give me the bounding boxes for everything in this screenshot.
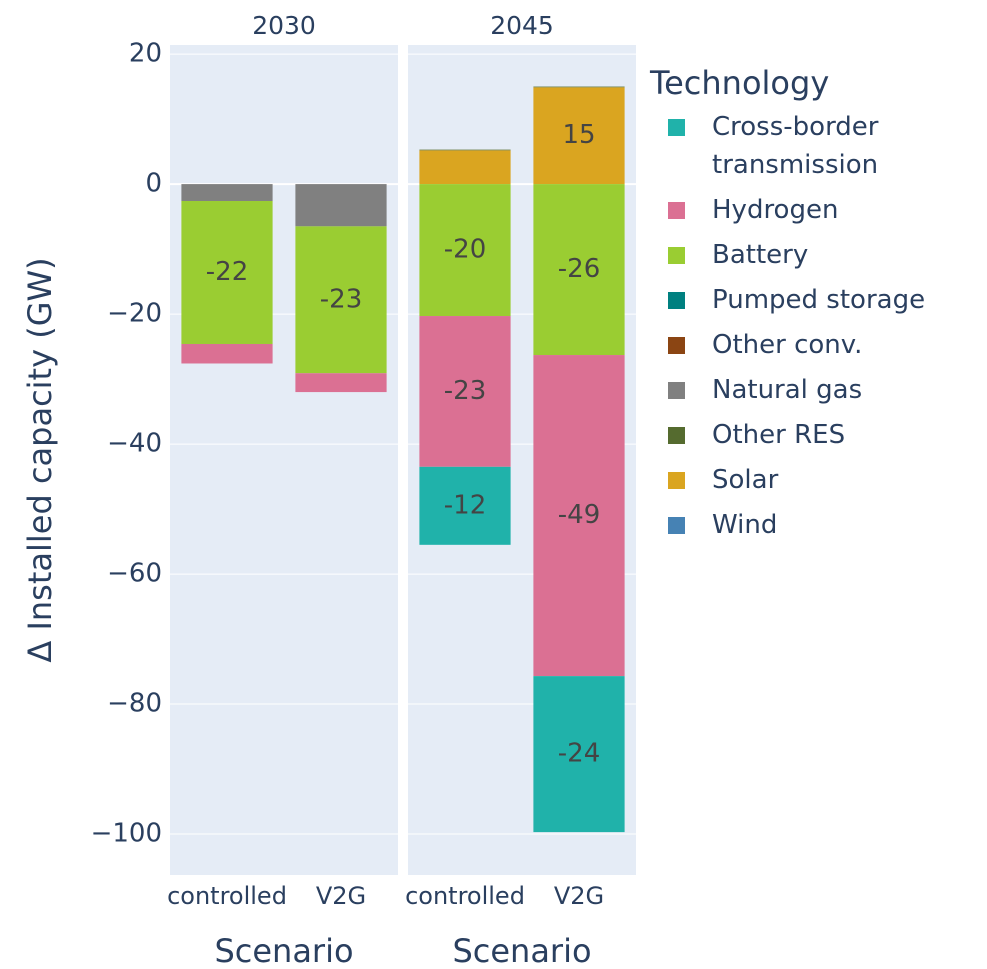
legend-item[interactable]: Wind [650,506,977,551]
bar-segment [295,373,387,393]
legend-label: Hydrogen [712,195,839,225]
x-axis-title: Scenario [452,932,591,969]
legend-label: Battery [712,240,809,270]
legend-item[interactable]: Other conv. [650,326,977,371]
facet-title: 2030 [252,11,316,40]
legend-label: Pumped storage [712,285,926,315]
legend-item[interactable]: Pumped storage [650,281,977,326]
legend-label: Natural gas [712,375,863,405]
legend-label: Cross-border transmission [712,112,879,180]
x-tick-label: controlled [405,882,525,910]
facet-title: 2045 [490,11,554,40]
bar-segment [181,184,273,201]
legend-swatch [668,472,685,489]
legend-swatch [668,247,685,264]
bar-segment [419,466,511,545]
bar-segment [419,149,511,151]
legend-swatch [668,517,685,534]
bar-segment [295,226,387,374]
y-axis-title: Δ Installed capacity (GW) [21,257,59,662]
legend-label: Other RES [712,420,846,450]
data-label: -23 [444,376,486,406]
legend-swatch [668,337,685,354]
x-axis-title: Scenario [214,932,353,969]
bar-segment [181,200,273,344]
data-label: -49 [558,500,600,530]
plot-background [170,45,398,875]
data-label: -26 [558,254,600,284]
bar-segment [295,184,387,227]
legend-swatch [668,119,685,136]
legend-label: Wind [712,510,778,540]
legend-swatch [668,202,685,219]
data-label: -23 [320,284,362,314]
legend-item[interactable]: Hydrogen [650,191,977,236]
data-label: -12 [444,490,486,520]
legend-swatch [668,292,685,309]
y-tick-label: 0 [145,169,162,199]
legend-swatch [668,382,685,399]
data-label: 15 [562,120,595,150]
legend-item[interactable]: Battery [650,236,977,281]
bar-segment [419,316,511,467]
bar-segment [419,184,511,317]
y-tick-label: 20 [129,39,162,69]
legend-label: Solar [712,465,779,495]
legend-item[interactable]: Solar [650,461,977,506]
y-tick-label: −20 [107,299,162,329]
legend-item[interactable]: Other RES [650,416,977,461]
data-label: -22 [206,257,248,287]
legend-swatch [668,427,685,444]
x-tick-label: V2G [554,882,604,910]
bar-segment [533,355,625,677]
bar-segment [533,87,625,185]
bar-segment [533,676,625,833]
legend-item[interactable]: Cross-border transmission [650,108,977,191]
legend-label: Other conv. [712,330,863,360]
legend-title: Technology [650,64,830,102]
data-label: -20 [444,235,486,265]
legend-item[interactable]: Natural gas [650,371,977,416]
x-tick-label: V2G [316,882,366,910]
y-tick-label: −80 [107,689,162,719]
y-tick-label: −40 [107,429,162,459]
y-tick-label: −100 [91,819,162,849]
legend: Technology Cross-border transmission Hydr… [650,60,977,551]
bar-segment [533,86,625,88]
x-tick-label: controlled [167,882,287,910]
bar-segment [181,343,273,364]
data-label: -24 [558,739,600,769]
bar-segment [533,184,625,356]
bar-segment [419,150,511,185]
y-tick-label: −60 [107,559,162,589]
